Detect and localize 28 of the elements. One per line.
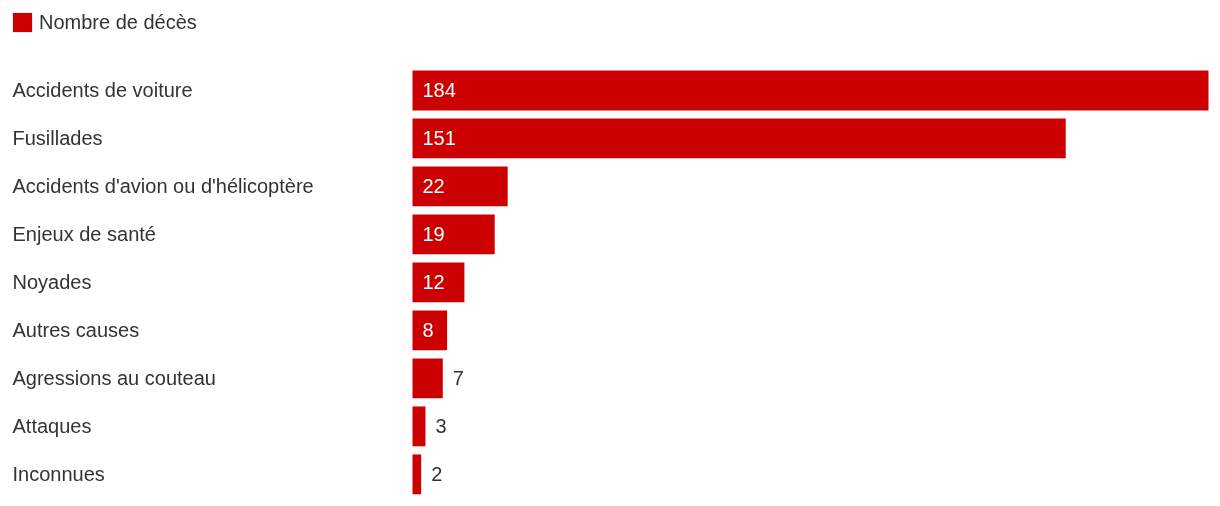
y-tick-label: Agressions au couteau bbox=[12, 367, 216, 390]
data-label: 8 bbox=[422, 319, 434, 342]
y-tick-label: Attaques bbox=[12, 415, 92, 438]
data-label: 7 bbox=[452, 367, 464, 390]
y-tick-label: Enjeux de santé bbox=[12, 223, 156, 246]
data-label: 184 bbox=[422, 79, 456, 102]
bar bbox=[412, 214, 495, 255]
bar bbox=[412, 262, 465, 303]
bar bbox=[412, 406, 426, 447]
data-label: 22 bbox=[422, 175, 445, 198]
bar bbox=[412, 358, 443, 399]
data-label: 12 bbox=[422, 271, 445, 294]
y-tick-label: Inconnues bbox=[12, 463, 105, 486]
y-tick-label: Accidents d'avion ou d'hélicoptère bbox=[12, 175, 314, 198]
y-tick-label: Fusillades bbox=[12, 127, 103, 150]
bar bbox=[412, 70, 1209, 111]
data-label: 151 bbox=[422, 127, 456, 150]
y-tick-label: Accidents de voiture bbox=[12, 79, 193, 102]
legend-label: Nombre de décès bbox=[39, 10, 197, 34]
bar bbox=[412, 118, 1066, 159]
bar bbox=[412, 310, 448, 351]
y-tick-label: Autres causes bbox=[12, 319, 140, 342]
bar bbox=[412, 166, 508, 207]
data-label: 3 bbox=[435, 415, 447, 438]
data-label: 19 bbox=[422, 223, 445, 246]
data-label: 2 bbox=[431, 463, 443, 486]
bar bbox=[412, 454, 422, 495]
y-tick-label: Noyades bbox=[12, 271, 92, 294]
